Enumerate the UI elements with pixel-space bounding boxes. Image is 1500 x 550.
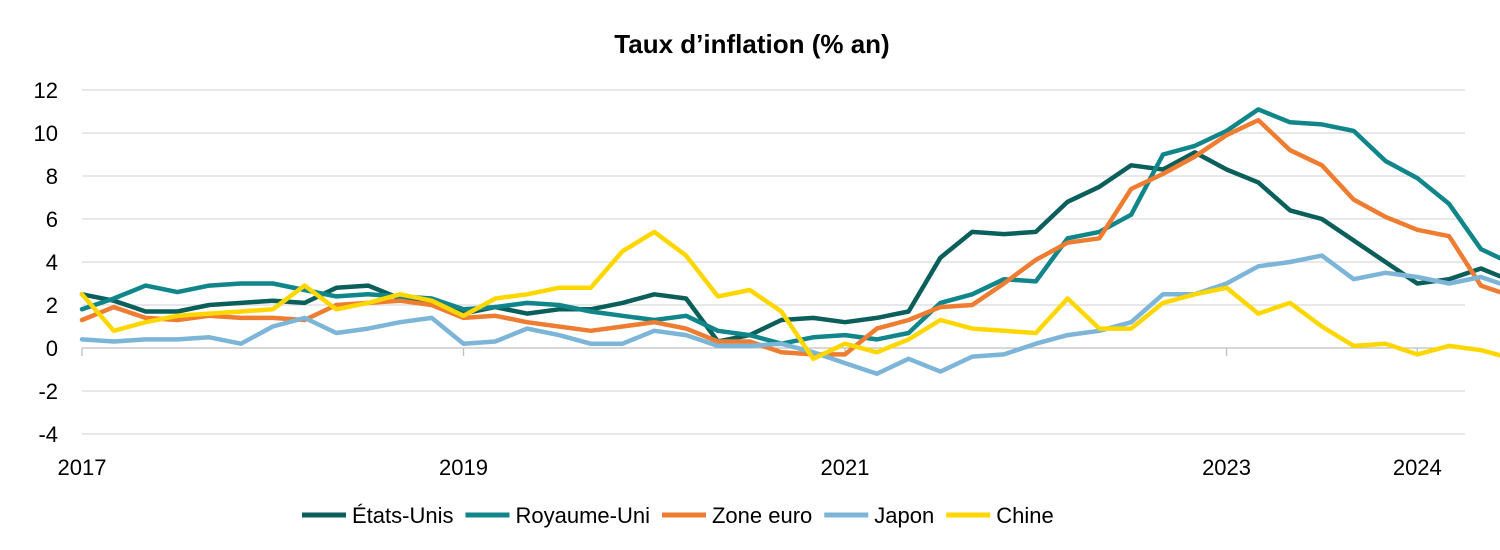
legend-label: Royaume-Uni	[515, 503, 650, 528]
y-tick-label: 12	[34, 78, 58, 103]
x-tick-label: 2023	[1202, 455, 1251, 480]
x-tick-label: 2019	[439, 455, 488, 480]
y-tick-label: 0	[46, 336, 58, 361]
series-line-etats-unis	[79, 150, 1500, 344]
chart-title: Taux d’inflation (% an)	[614, 29, 889, 59]
y-tick-label: -2	[38, 379, 58, 404]
grid-lines	[82, 89, 1465, 435]
legend-label: Chine	[996, 503, 1053, 528]
y-axis-ticks: 12 10 8 6 4 2 0 -2 -4	[34, 78, 58, 447]
legend-label: États-Unis	[352, 503, 453, 528]
series-line-chine	[79, 229, 1500, 362]
series-line-royaume-uni	[79, 107, 1500, 346]
y-tick-label: 2	[46, 293, 58, 318]
legend: États-Unis Royaume-Uni Zone euro Japon Chine	[302, 503, 1054, 528]
series-line-japon	[79, 253, 1500, 377]
x-tick-label: 2021	[821, 455, 870, 480]
legend-label: Japon	[874, 503, 934, 528]
x-tick-label: 2017	[58, 455, 107, 480]
y-tick-label: -4	[38, 422, 58, 447]
y-tick-label: 10	[34, 121, 58, 146]
y-tick-label: 6	[46, 207, 58, 232]
y-tick-label: 8	[46, 164, 58, 189]
x-tick-label: 2024	[1393, 455, 1442, 480]
series-lines	[79, 107, 1500, 377]
legend-label: Zone euro	[712, 503, 812, 528]
x-axis: 2017 2019 2021 2023 2024	[58, 347, 1465, 480]
y-tick-label: 4	[46, 250, 58, 275]
